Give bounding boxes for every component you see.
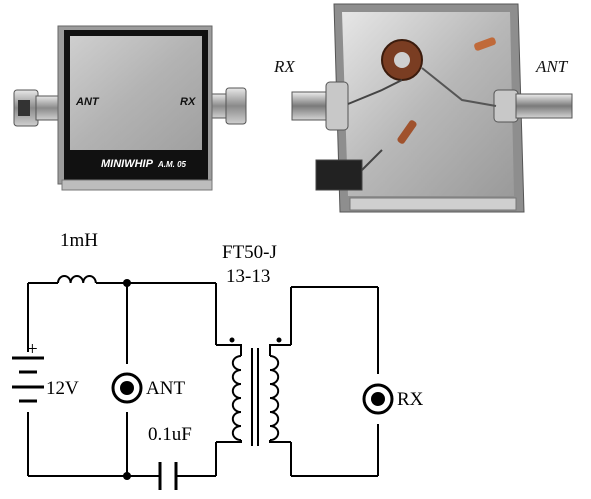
interior-drawing xyxy=(291,3,573,213)
antenna-connector-symbol xyxy=(111,372,143,404)
interior-bnc-left xyxy=(291,81,349,131)
miniwhip-interior-photo: RX ANT xyxy=(262,0,591,225)
capacitor-label: 0.1uF xyxy=(148,424,192,445)
capacitor-0-1uf xyxy=(158,462,178,490)
inductor-1mh xyxy=(57,275,97,284)
power-jack xyxy=(315,159,363,191)
schematic-diagram: 1mH + 12V ANT 0.1uF FT50-J 13-13 xyxy=(12,230,424,490)
junction-dot-top xyxy=(123,279,131,287)
interior-ant-label: ANT xyxy=(536,57,568,76)
junction-dot-bottom xyxy=(123,472,131,480)
transformer-core-label: FT50-J xyxy=(222,242,277,263)
bnc-connector-left xyxy=(13,89,65,127)
toroid-transformer xyxy=(381,39,423,81)
component-resistor xyxy=(474,37,496,51)
component-capacitor xyxy=(397,120,417,144)
antenna-label: ANT xyxy=(146,378,185,399)
transformer-dot-secondary xyxy=(276,337,282,343)
battery-plus-sign: + xyxy=(27,339,38,360)
battery-12v xyxy=(12,356,44,403)
enclosure-brand-label: MINIWHIP xyxy=(101,158,153,170)
transformer-ft50 xyxy=(216,344,291,446)
miniwhip-enclosure-photo: ANT RX MINIWHIP A.M. 05 xyxy=(0,0,300,225)
transformer-turns-label: 13-13 xyxy=(226,266,270,287)
schematic-wires xyxy=(27,282,379,477)
transformer-dot-primary xyxy=(229,337,235,343)
enclosure-model-label: A.M. 05 xyxy=(158,160,187,169)
enclosure-metal-plate xyxy=(70,36,202,150)
enclosure-ant-label: ANT xyxy=(76,96,99,108)
interior-bnc-right xyxy=(493,89,573,123)
enclosure-drawing xyxy=(13,25,247,191)
receiver-label: RX xyxy=(397,389,424,410)
interior-rx-label: RX xyxy=(274,57,295,76)
inductor-label: 1mH xyxy=(60,230,98,251)
receiver-connector-symbol xyxy=(362,383,394,415)
enclosure-rx-label: RX xyxy=(180,96,196,108)
battery-voltage-label: 12V xyxy=(46,378,79,399)
